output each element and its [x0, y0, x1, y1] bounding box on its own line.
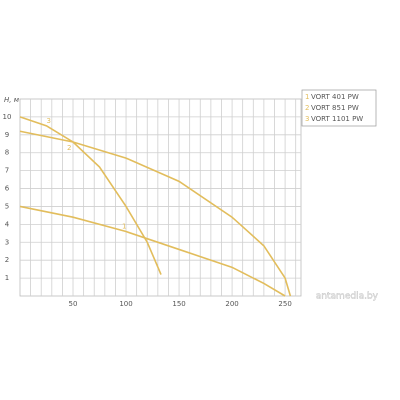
y-tick-label: 1 — [5, 274, 9, 282]
x-tick-label: 100 — [119, 300, 132, 308]
plot-frame — [19, 98, 302, 297]
y-tick-label: 9 — [5, 131, 9, 139]
curve-label: 2 — [67, 144, 71, 152]
x-tick-label: 200 — [225, 300, 238, 308]
y-tick-label: 10 — [3, 113, 12, 121]
curve — [19, 116, 162, 275]
legend: 1 VORT 401 PW2 VORT 851 PW3 VORT 1101 PW — [301, 89, 377, 127]
legend-label: VORT 851 PW — [311, 104, 359, 112]
curve-label: 1 — [122, 223, 126, 231]
y-tick-label: 8 — [5, 149, 9, 157]
y-tick-label: 6 — [5, 185, 10, 193]
curve-label: 3 — [47, 117, 51, 125]
y-tick-label: 2 — [5, 256, 9, 264]
x-tick-label: 150 — [172, 300, 185, 308]
legend-number: 2 — [305, 104, 309, 112]
x-tick-label: 50 — [69, 300, 78, 308]
y-tick-label: 7 — [5, 167, 9, 175]
watermark: antamedia.by — [316, 292, 379, 302]
y-tick-label: 5 — [5, 202, 9, 210]
legend-number: 1 — [305, 93, 309, 101]
legend-box — [301, 89, 377, 127]
y-tick-label: 4 — [5, 220, 10, 228]
legend-number: 3 — [305, 115, 309, 123]
legend-label: VORT 401 PW — [311, 93, 359, 101]
curve — [19, 130, 292, 297]
curve — [19, 205, 286, 297]
legend-label: VORT 1101 PW — [311, 115, 363, 123]
y-axis-label: H, м — [4, 96, 20, 104]
x-tick-label: 250 — [278, 300, 291, 308]
y-tick-label: 3 — [5, 238, 9, 246]
